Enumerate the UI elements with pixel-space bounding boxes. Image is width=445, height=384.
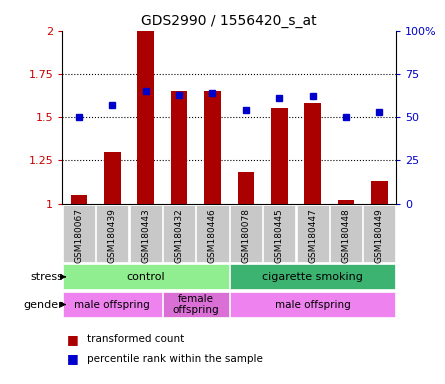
Bar xyxy=(63,292,162,317)
Bar xyxy=(230,292,396,317)
Text: GSM180432: GSM180432 xyxy=(174,208,184,263)
Text: GSM180445: GSM180445 xyxy=(275,208,284,263)
Bar xyxy=(363,205,396,262)
Text: gender: gender xyxy=(23,300,63,310)
Text: GSM180067: GSM180067 xyxy=(74,208,84,263)
Text: cigarette smoking: cigarette smoking xyxy=(262,272,363,282)
Bar xyxy=(263,205,295,262)
Text: GSM180078: GSM180078 xyxy=(241,208,251,263)
Bar xyxy=(97,205,129,262)
Text: GSM180448: GSM180448 xyxy=(341,208,351,263)
Bar xyxy=(71,195,87,204)
Bar xyxy=(304,103,321,204)
Bar xyxy=(197,205,229,262)
Text: GSM180443: GSM180443 xyxy=(141,208,150,263)
Bar xyxy=(371,181,388,204)
Text: GSM180447: GSM180447 xyxy=(308,208,317,263)
Text: GSM180439: GSM180439 xyxy=(108,208,117,263)
Bar xyxy=(104,152,121,204)
Text: female
offspring: female offspring xyxy=(173,294,219,315)
Bar xyxy=(63,265,229,289)
Text: ■: ■ xyxy=(67,333,78,346)
Text: control: control xyxy=(126,272,165,282)
Text: male offspring: male offspring xyxy=(275,300,351,310)
Bar xyxy=(296,205,328,262)
Text: stress: stress xyxy=(30,272,63,282)
Bar xyxy=(204,91,221,204)
Bar xyxy=(271,108,287,204)
Bar xyxy=(238,172,254,204)
Bar xyxy=(130,205,162,262)
Bar xyxy=(230,265,396,289)
Bar xyxy=(163,205,195,262)
Text: percentile rank within the sample: percentile rank within the sample xyxy=(87,354,263,364)
Bar xyxy=(63,205,95,262)
Bar xyxy=(338,200,354,204)
Text: GSM180449: GSM180449 xyxy=(375,208,384,263)
Bar xyxy=(230,205,262,262)
Bar xyxy=(138,31,154,204)
Text: male offspring: male offspring xyxy=(74,300,150,310)
Bar xyxy=(330,205,362,262)
Text: transformed count: transformed count xyxy=(87,334,184,344)
Text: GSM180446: GSM180446 xyxy=(208,208,217,263)
Title: GDS2990 / 1556420_s_at: GDS2990 / 1556420_s_at xyxy=(142,14,317,28)
Bar xyxy=(163,292,229,317)
Bar xyxy=(171,91,187,204)
Text: ■: ■ xyxy=(67,352,78,365)
